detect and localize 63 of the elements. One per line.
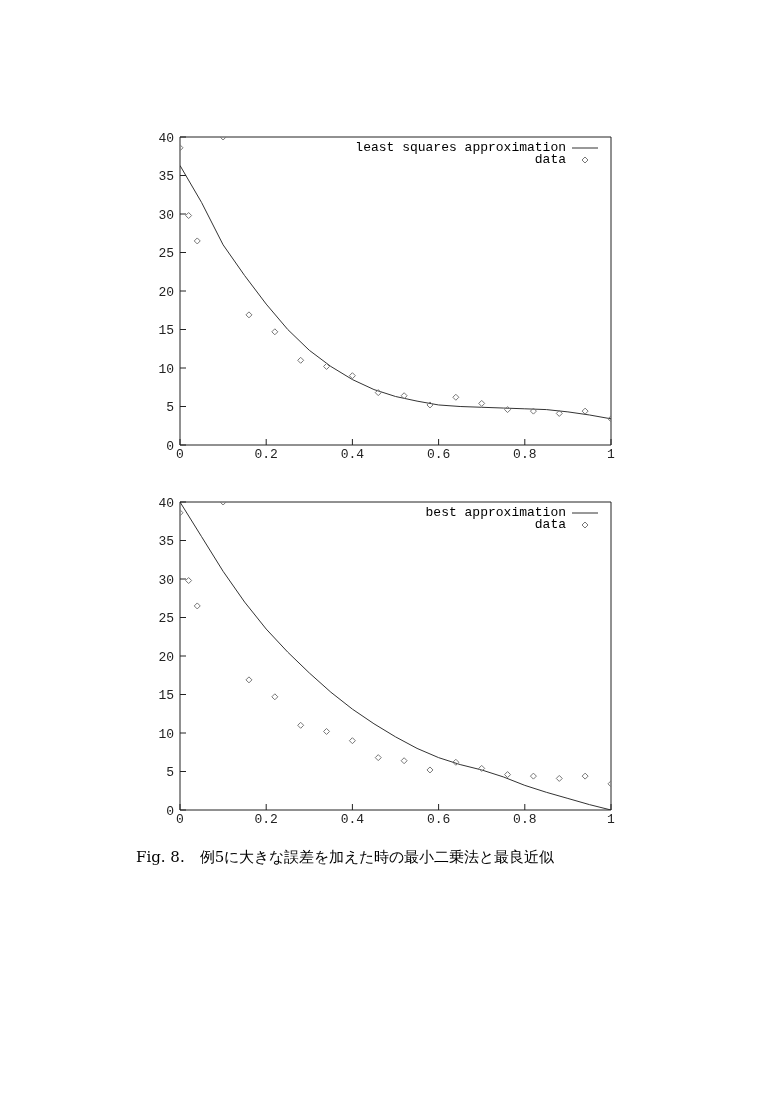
y-tick-label: 5 [166, 765, 174, 781]
y-tick-label: 10 [158, 726, 174, 742]
point [504, 771, 512, 779]
point [452, 393, 460, 401]
point [478, 399, 486, 407]
y-tick-label: 10 [158, 361, 174, 377]
point [271, 693, 279, 701]
x-tick-label: 0.2 [254, 812, 278, 828]
legend-label: data [534, 517, 566, 532]
y-tick-label: 5 [166, 400, 174, 416]
point [581, 772, 589, 780]
point [185, 212, 193, 220]
y-tick-label: 40 [158, 495, 174, 511]
x-tick-label: 1 [607, 812, 616, 828]
y-tick-label: 30 [158, 572, 174, 588]
point [478, 764, 486, 772]
point [452, 758, 460, 766]
point [348, 737, 356, 745]
point [504, 406, 512, 414]
point [529, 407, 537, 415]
point [193, 602, 201, 610]
point [271, 328, 279, 336]
point [529, 772, 537, 780]
legend-label: least squares approximation [355, 140, 566, 155]
legend-label: data [534, 152, 566, 167]
point [555, 774, 563, 782]
point [348, 372, 356, 380]
x-tick-label: 0.8 [513, 447, 537, 463]
y-tick-label: 35 [158, 534, 174, 550]
y-tick-label: 40 [158, 130, 174, 146]
point [555, 409, 563, 417]
y-tick-label: 25 [158, 611, 174, 627]
x-tick-label: 0.2 [254, 447, 278, 463]
x-tick-label: 0 [176, 812, 184, 828]
point [245, 676, 253, 684]
y-tick-label: 35 [158, 169, 174, 185]
y-tick-label: 20 [158, 649, 174, 665]
point [193, 237, 201, 245]
line-series [180, 164, 611, 420]
x-tick-label: 0.4 [340, 447, 365, 463]
y-tick-label: 15 [158, 688, 174, 704]
point [374, 389, 382, 397]
point [245, 311, 253, 319]
x-tick-label: 0.6 [426, 447, 451, 463]
y-tick-label: 25 [158, 246, 174, 262]
point [297, 721, 305, 729]
point [374, 754, 382, 762]
x-tick-label: 0 [176, 447, 184, 463]
y-tick-label: 30 [158, 207, 174, 223]
x-tick-label: 0.6 [426, 812, 451, 828]
x-tick-label: 0.8 [513, 812, 537, 828]
legend-label: best approximation [425, 505, 566, 520]
point [400, 757, 408, 765]
caption: Fig. 8. 例5に大きな誤差を加えた時の最小二乗法と最良近似 [136, 848, 556, 867]
point [297, 356, 305, 364]
x-tick-label: 1 [607, 447, 616, 463]
y-tick-label: 20 [158, 284, 174, 300]
point [185, 577, 193, 585]
y-tick-label: 15 [158, 323, 174, 339]
point [400, 392, 408, 400]
line-series [180, 502, 611, 810]
point [581, 407, 589, 415]
x-tick-label: 0.4 [340, 812, 365, 828]
